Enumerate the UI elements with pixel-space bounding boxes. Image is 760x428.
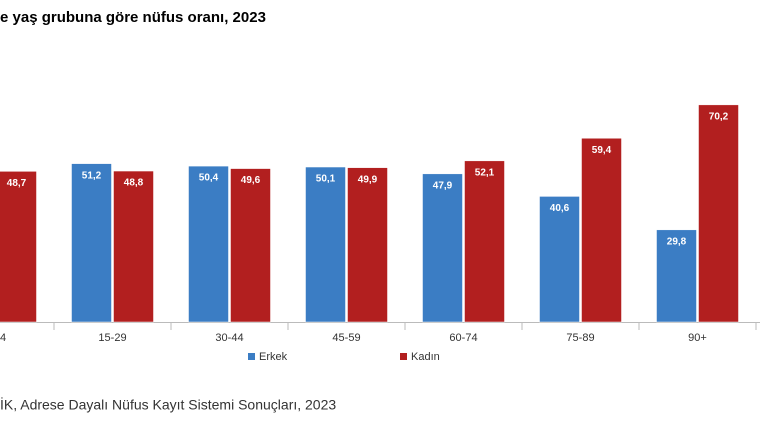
chart-title: e yaş grubuna göre nüfus oranı, 2023 [0,9,266,26]
x-tick-label: 75-89 [566,332,594,344]
bar [656,229,697,323]
bar [464,160,505,323]
bar [347,167,388,323]
value-label: 70,2 [709,111,729,122]
legend-swatch [248,353,255,360]
legend-swatch [400,353,407,360]
bar [698,104,739,323]
x-tick-label: 15-29 [98,332,126,344]
bar [188,165,229,323]
source: İK, Adrese Dayalı Nüfus Kayıt Sistemi So… [0,396,336,413]
x-tick-label: 90+ [688,332,707,344]
x-tick-label: 60-74 [449,332,477,344]
x-tick-label: 4 [0,332,6,344]
value-label: 49,9 [358,174,378,185]
value-label: 50,4 [199,173,219,184]
value-label: 52,1 [475,167,495,178]
bar [539,196,580,323]
value-label: 29,8 [667,236,687,247]
bar [230,168,271,323]
bar [113,170,154,323]
bar [0,171,37,323]
value-label: 51,2 [82,170,102,181]
bar [71,163,112,323]
value-label: 40,6 [550,203,570,214]
value-label: 47,9 [433,180,453,191]
value-label: 50,1 [316,174,336,185]
value-label: 59,4 [592,145,612,156]
value-label: 48,8 [124,178,144,189]
legend-label: Erkek [259,351,288,363]
x-tick-label: 30-44 [215,332,243,344]
legend-label: Kadın [411,351,440,363]
value-label: 48,7 [7,178,27,189]
value-label: 49,6 [241,175,261,186]
bar [581,138,622,323]
x-tick-label: 45-59 [332,332,360,344]
bar [305,166,346,323]
bar [422,173,463,323]
